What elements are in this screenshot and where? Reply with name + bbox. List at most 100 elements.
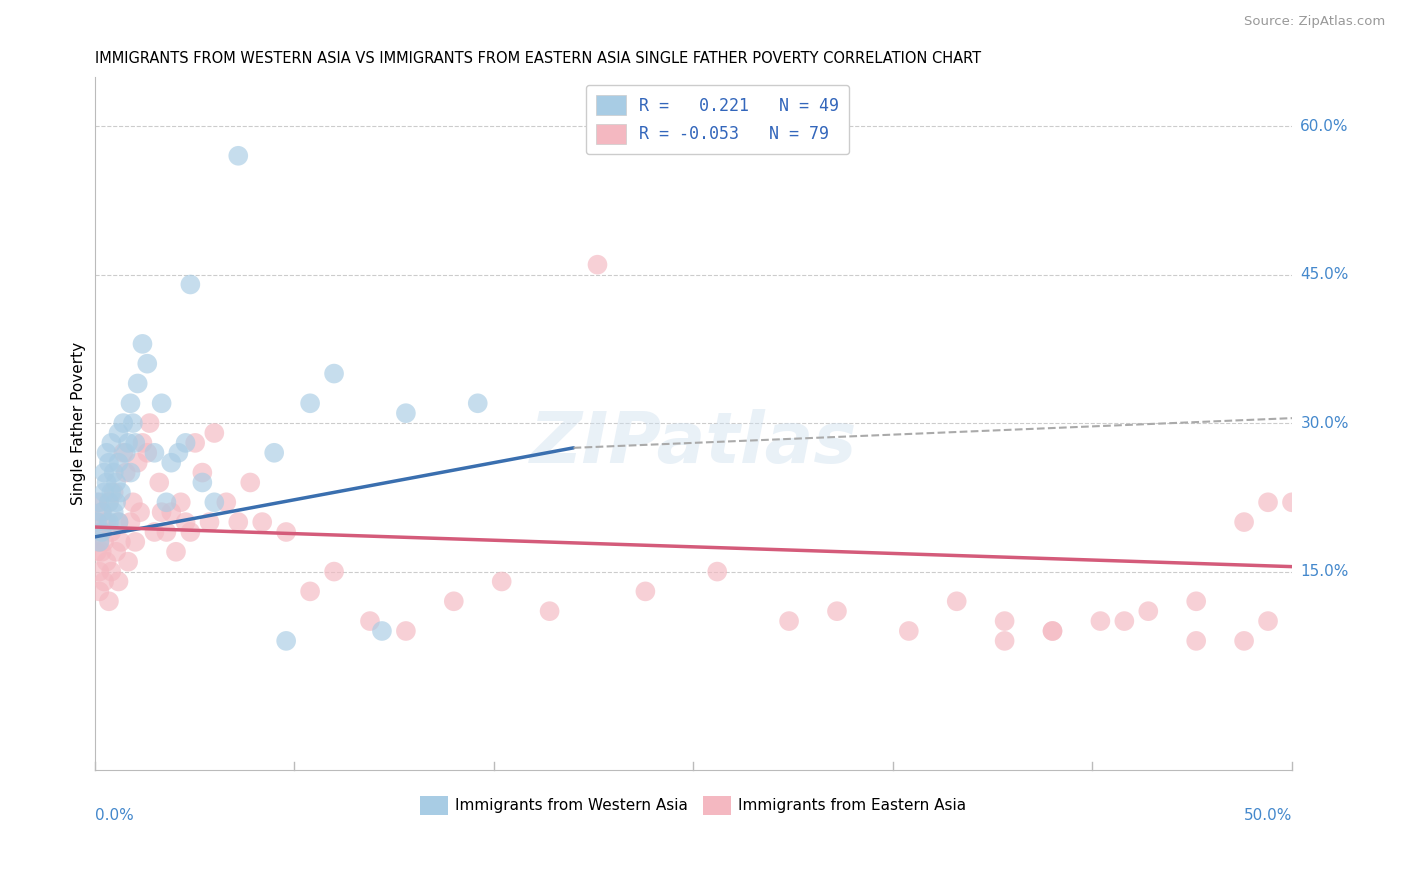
Point — [174, 515, 197, 529]
Point — [120, 515, 142, 529]
Point — [1233, 633, 1256, 648]
Point — [825, 604, 848, 618]
Point — [323, 565, 346, 579]
Point — [86, 495, 108, 509]
Text: 45.0%: 45.0% — [1301, 267, 1348, 282]
Point — [1281, 495, 1303, 509]
Point — [198, 515, 221, 529]
Point — [96, 515, 118, 529]
Point — [136, 357, 159, 371]
Point — [103, 505, 125, 519]
Point — [107, 515, 129, 529]
Point — [202, 425, 225, 440]
Point — [443, 594, 465, 608]
Text: 50.0%: 50.0% — [1244, 808, 1292, 823]
Point — [97, 456, 120, 470]
Point — [122, 495, 145, 509]
Point — [167, 446, 190, 460]
Point — [778, 614, 800, 628]
Point — [107, 456, 129, 470]
Text: 0.0%: 0.0% — [94, 808, 134, 823]
Point — [100, 524, 122, 539]
Point — [160, 505, 183, 519]
Point — [467, 396, 489, 410]
Point — [143, 446, 166, 460]
Point — [120, 396, 142, 410]
Point — [96, 475, 118, 490]
Point — [86, 515, 108, 529]
Point — [90, 524, 112, 539]
Point — [89, 584, 111, 599]
Point — [1257, 614, 1279, 628]
Point — [97, 495, 120, 509]
Point — [191, 466, 214, 480]
Point — [97, 495, 120, 509]
Point — [994, 633, 1017, 648]
Point — [491, 574, 513, 589]
Point — [138, 416, 160, 430]
Point — [1185, 594, 1208, 608]
Text: 30.0%: 30.0% — [1301, 416, 1348, 431]
Point — [105, 475, 128, 490]
Point — [86, 545, 108, 559]
Point — [155, 495, 177, 509]
Point — [89, 495, 111, 509]
Point — [1233, 515, 1256, 529]
Point — [359, 614, 381, 628]
Y-axis label: Single Father Poverty: Single Father Poverty — [72, 342, 86, 505]
Point — [1090, 614, 1112, 628]
Point — [93, 485, 115, 500]
Point — [174, 436, 197, 450]
Point — [179, 277, 201, 292]
Point — [127, 456, 149, 470]
Point — [239, 475, 262, 490]
Point — [1042, 624, 1064, 638]
Point — [226, 149, 249, 163]
Point — [706, 565, 728, 579]
Point — [994, 614, 1017, 628]
Point — [93, 534, 115, 549]
Point — [184, 436, 207, 450]
Point — [100, 485, 122, 500]
Point — [114, 446, 136, 460]
Point — [96, 446, 118, 460]
Point — [127, 376, 149, 391]
Point — [89, 534, 111, 549]
Point — [90, 505, 112, 519]
Point — [97, 594, 120, 608]
Point — [323, 367, 346, 381]
Point — [103, 466, 125, 480]
Point — [143, 524, 166, 539]
Point — [395, 406, 418, 420]
Point — [1185, 633, 1208, 648]
Point — [299, 584, 322, 599]
Point — [538, 604, 561, 618]
Point — [276, 524, 298, 539]
Text: 60.0%: 60.0% — [1301, 119, 1348, 134]
Text: IMMIGRANTS FROM WESTERN ASIA VS IMMIGRANTS FROM EASTERN ASIA SINGLE FATHER POVER: IMMIGRANTS FROM WESTERN ASIA VS IMMIGRAN… — [94, 51, 981, 66]
Point — [89, 534, 111, 549]
Point — [120, 466, 142, 480]
Point — [1137, 604, 1160, 618]
Point — [250, 515, 273, 529]
Point — [155, 524, 177, 539]
Point — [122, 416, 145, 430]
Legend: Immigrants from Western Asia, Immigrants from Eastern Asia: Immigrants from Western Asia, Immigrants… — [413, 790, 973, 821]
Point — [105, 545, 128, 559]
Point — [110, 534, 132, 549]
Point — [263, 446, 285, 460]
Text: 15.0%: 15.0% — [1301, 564, 1348, 579]
Point — [96, 555, 118, 569]
Point — [107, 425, 129, 440]
Point — [131, 337, 153, 351]
Point — [117, 555, 139, 569]
Point — [371, 624, 394, 638]
Point — [129, 505, 152, 519]
Point — [395, 624, 418, 638]
Point — [112, 446, 135, 460]
Point — [105, 495, 128, 509]
Point — [191, 475, 214, 490]
Point — [179, 524, 201, 539]
Point — [634, 584, 657, 599]
Point — [100, 565, 122, 579]
